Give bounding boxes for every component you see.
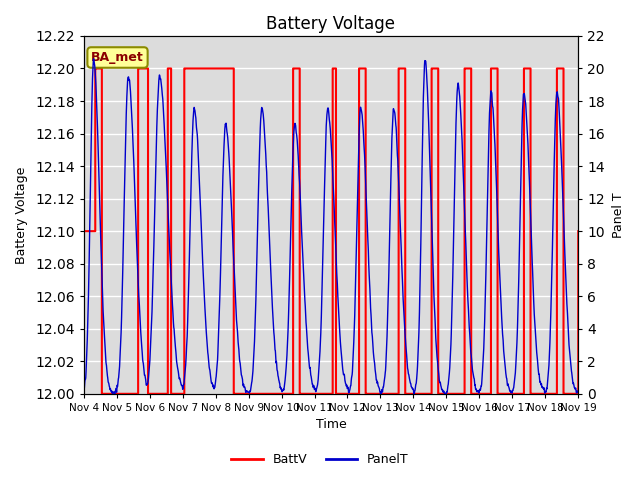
X-axis label: Time: Time [316, 419, 346, 432]
Y-axis label: Battery Voltage: Battery Voltage [15, 166, 28, 264]
Y-axis label: Panel T: Panel T [612, 192, 625, 238]
Legend: BattV, PanelT: BattV, PanelT [227, 448, 413, 471]
Title: Battery Voltage: Battery Voltage [266, 15, 396, 33]
Text: BA_met: BA_met [91, 51, 144, 64]
